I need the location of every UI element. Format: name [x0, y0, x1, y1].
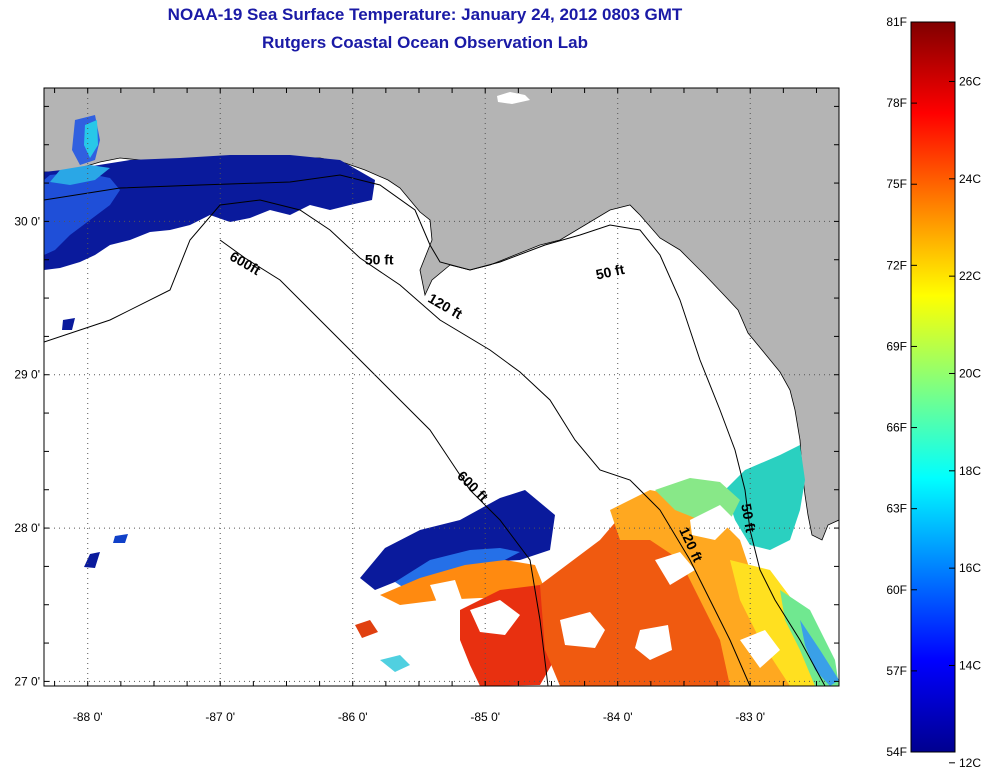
lon-tick-label: -85 0': [470, 710, 500, 724]
lat-tick-label: 27 0': [14, 674, 40, 688]
colorbar-c-label: 22C: [959, 269, 981, 283]
colorbar-c-label: 20C: [959, 366, 981, 380]
map-subtitle: Rutgers Coastal Ocean Observation Lab: [262, 33, 588, 52]
inland-lake: [497, 92, 530, 104]
colorbar-c-label: 16C: [959, 561, 981, 575]
lon-tick-label: -83 0': [735, 710, 765, 724]
colorbar-c-label: 14C: [959, 658, 981, 672]
axis-tick-labels: -88 0' -87 0' -86 0' -85 0' -84 0' -83 0' 27 0…: [14, 214, 765, 724]
colorbar-f-label: 75F: [886, 177, 907, 191]
colorbar-c-label: 24C: [959, 172, 981, 186]
colorbar-f-label: 69F: [886, 339, 907, 353]
lat-tick-label: 28 0': [14, 521, 40, 535]
isobath-120ft: [44, 199, 751, 686]
colorbar-f-label: 57F: [886, 664, 907, 678]
lon-tick-label: -86 0': [338, 710, 368, 724]
colorbar-f-label: 63F: [886, 502, 907, 516]
axis-ticks: [44, 88, 839, 686]
lon-tick-label: -88 0': [73, 710, 103, 724]
colorbar-f-label: 66F: [886, 421, 907, 435]
colorbar-c-label: 12C: [959, 756, 981, 770]
colorbar-f-label: 81F: [886, 15, 907, 29]
colorbar-f-label: 78F: [886, 96, 907, 110]
isobaths: [44, 174, 826, 686]
colorbar-f-label: 72F: [886, 258, 907, 272]
lon-tick-label: -84 0': [603, 710, 633, 724]
colorbar-c-label: 26C: [959, 74, 981, 88]
sst-patches-warm: [355, 445, 839, 686]
isobath-600ft: [219, 239, 549, 686]
sst-patches-cold: [44, 115, 375, 568]
colorbar-f-label: 60F: [886, 583, 907, 597]
colorbar: [910, 21, 956, 753]
isobath-label: 50 ft: [738, 502, 759, 533]
map-title: NOAA-19 Sea Surface Temperature: January…: [167, 5, 683, 24]
isobath-label: 50 ft: [594, 261, 626, 283]
lon-tick-label: -87 0': [205, 710, 235, 724]
colorbar-c-label: 18C: [959, 464, 981, 478]
isobath-50ft: [44, 174, 826, 686]
lat-tick-label: 30 0': [14, 214, 40, 228]
colorbar-ticks: 54F 57F 60F 63F 66F 69F 72F 75F 78F 81F 12C 14C 16C 1…: [886, 15, 981, 770]
isobath-label: 50 ft: [365, 251, 394, 267]
lat-tick-label: 29 0': [14, 368, 40, 382]
colorbar-f-label: 54F: [886, 745, 907, 759]
map-frame: [43, 87, 840, 687]
